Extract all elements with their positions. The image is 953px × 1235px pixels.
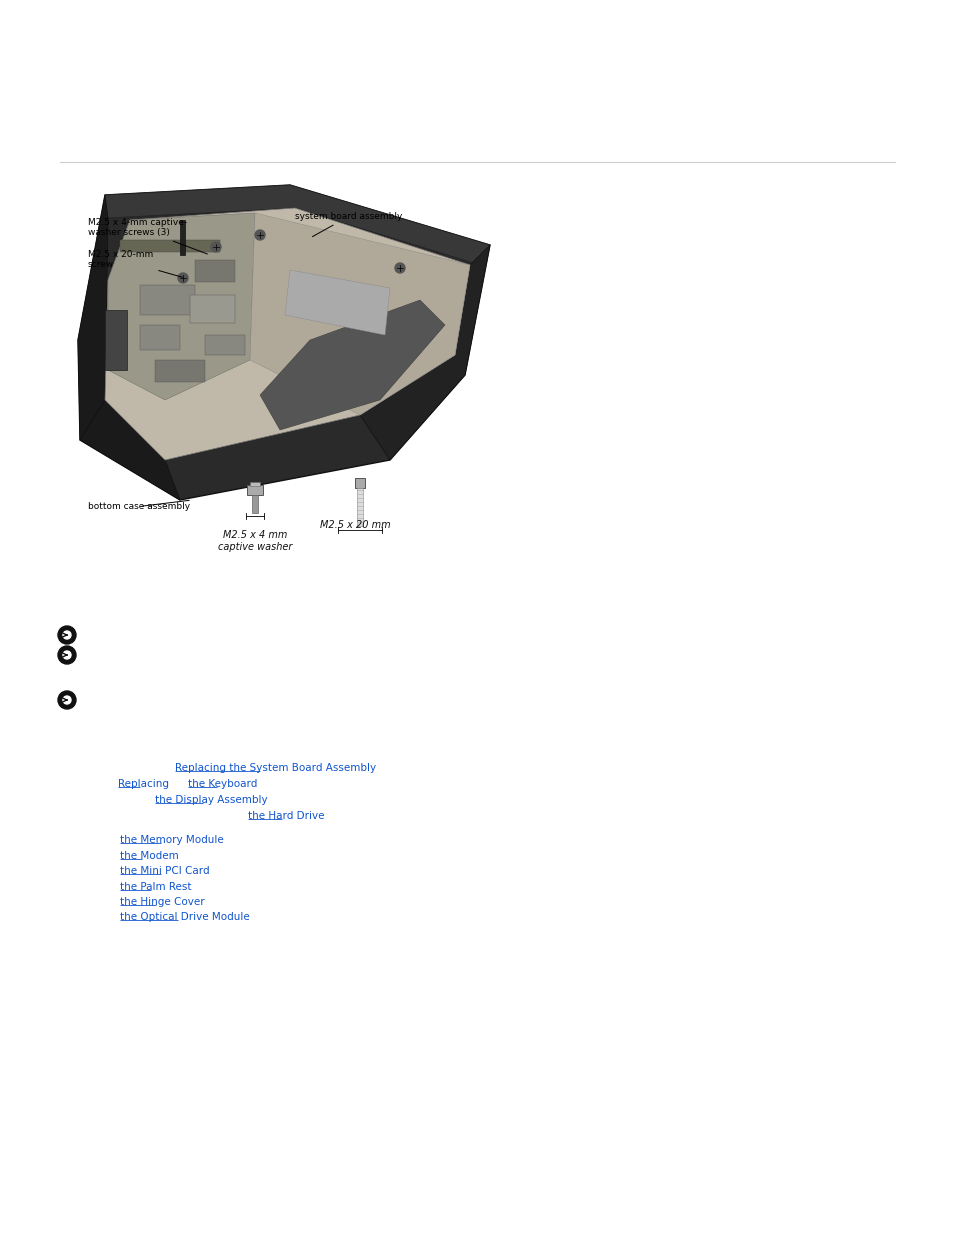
- Circle shape: [178, 273, 188, 283]
- Text: M2.5 x 20-mm
screw: M2.5 x 20-mm screw: [88, 249, 182, 277]
- Polygon shape: [108, 212, 254, 400]
- Polygon shape: [78, 195, 108, 440]
- Text: bottom case assembly: bottom case assembly: [88, 500, 190, 511]
- Bar: [140, 325, 180, 350]
- Text: the Modem: the Modem: [120, 851, 178, 861]
- Bar: [120, 240, 220, 252]
- Text: the Palm Rest: the Palm Rest: [120, 882, 192, 892]
- Text: the Display Assembly: the Display Assembly: [154, 795, 268, 805]
- Bar: [190, 295, 234, 324]
- Circle shape: [211, 242, 221, 252]
- Polygon shape: [78, 185, 490, 500]
- Text: Replacing: Replacing: [118, 779, 169, 789]
- Bar: [356, 488, 363, 526]
- Text: M2.5 x 4-mm captive-
washer screws (3): M2.5 x 4-mm captive- washer screws (3): [88, 219, 207, 254]
- Text: M2.5 x 20 mm: M2.5 x 20 mm: [319, 520, 390, 530]
- Polygon shape: [80, 400, 180, 500]
- Polygon shape: [250, 212, 470, 415]
- Bar: [250, 482, 260, 487]
- Text: M2.5 x 4 mm
captive washer: M2.5 x 4 mm captive washer: [217, 530, 292, 552]
- Bar: [355, 478, 365, 488]
- Circle shape: [58, 646, 76, 664]
- Circle shape: [254, 230, 265, 240]
- Text: the Hard Drive: the Hard Drive: [248, 811, 324, 821]
- Circle shape: [58, 692, 76, 709]
- Circle shape: [395, 263, 405, 273]
- Bar: [105, 310, 127, 370]
- Text: the Memory Module: the Memory Module: [120, 835, 224, 845]
- Text: the Mini PCI Card: the Mini PCI Card: [120, 866, 210, 876]
- Polygon shape: [105, 185, 490, 266]
- Polygon shape: [260, 300, 444, 430]
- Text: the Optical Drive Module: the Optical Drive Module: [120, 911, 250, 923]
- Text: the Keyboard: the Keyboard: [188, 779, 257, 789]
- Bar: [194, 261, 234, 282]
- Polygon shape: [359, 245, 490, 459]
- Bar: [140, 285, 194, 315]
- Polygon shape: [105, 207, 470, 459]
- Text: Replacing the System Board Assembly: Replacing the System Board Assembly: [174, 763, 375, 773]
- Bar: [247, 485, 263, 495]
- Circle shape: [63, 697, 71, 704]
- Bar: [252, 495, 257, 513]
- Bar: [154, 359, 205, 382]
- Polygon shape: [285, 270, 390, 335]
- Text: the Hinge Cover: the Hinge Cover: [120, 897, 204, 906]
- Circle shape: [63, 651, 71, 659]
- Circle shape: [63, 631, 71, 638]
- Bar: [180, 220, 185, 254]
- Text: system board assembly: system board assembly: [294, 212, 402, 237]
- Bar: [205, 335, 245, 354]
- Circle shape: [58, 626, 76, 643]
